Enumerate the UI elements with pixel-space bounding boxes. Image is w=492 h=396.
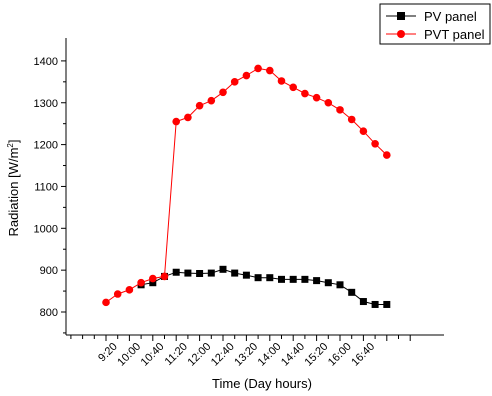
data-point-pv-panel xyxy=(219,265,227,273)
data-point-pv-panel xyxy=(359,298,367,306)
data-point-pvt-panel xyxy=(289,83,298,92)
data-point-pvt-panel xyxy=(207,96,216,105)
y-axis-title-sup: 2 xyxy=(6,143,15,148)
data-point-pvt-panel xyxy=(277,77,286,85)
data-point-pv-panel xyxy=(254,274,262,282)
data-point-pv-panel xyxy=(348,288,356,296)
y-axis-title-end: ] xyxy=(6,140,21,144)
data-point-pvt-panel xyxy=(312,93,321,102)
data-point-pv-panel xyxy=(184,269,192,277)
data-point-pvt-panel xyxy=(383,151,391,159)
x-tick-label: 12:40 xyxy=(209,341,237,369)
plot-frame xyxy=(65,38,444,336)
data-point-pvt-panel xyxy=(371,139,379,148)
legend-item-pvt: PVT panel xyxy=(386,27,485,42)
legend-pvt-label: PVT panel xyxy=(424,27,485,42)
data-point-pvt-panel xyxy=(266,66,274,75)
data-point-pv-panel xyxy=(383,300,391,308)
data-point-pvt-panel xyxy=(301,89,309,98)
data-point-pvt-panel xyxy=(347,115,356,124)
legend-pv-marker xyxy=(397,12,405,20)
series-layer xyxy=(102,64,391,308)
x-tick-label: 14:40 xyxy=(279,341,307,369)
y-tick-label: 1100 xyxy=(34,181,58,193)
data-point-pvt-panel xyxy=(242,71,251,80)
x-axis-title: Time (Day hours) xyxy=(212,376,312,391)
y-tick-label: 800 xyxy=(40,307,58,319)
x-tick-label: 16:00 xyxy=(326,341,354,369)
data-point-pvt-panel xyxy=(137,278,145,287)
data-point-pvt-panel xyxy=(324,98,333,107)
y-tick-label: 1400 xyxy=(34,56,58,68)
x-tick-label: 14:00 xyxy=(256,341,284,369)
data-point-pvt-panel xyxy=(254,64,262,73)
legend-pvt-marker xyxy=(397,30,405,38)
data-point-pv-panel xyxy=(371,300,379,308)
data-point-pv-panel xyxy=(301,275,309,283)
data-point-pv-panel xyxy=(313,277,321,285)
y-tick-label: 1000 xyxy=(34,223,58,235)
data-point-pvt-panel xyxy=(336,106,344,114)
data-point-pv-panel xyxy=(266,274,274,282)
data-point-pvt-panel xyxy=(195,101,204,110)
x-tick-label: 16:40 xyxy=(349,341,377,369)
series-line-pv-panel xyxy=(141,268,387,305)
y-tick-label: 1300 xyxy=(34,98,58,110)
data-point-pv-panel xyxy=(278,275,285,283)
data-point-pv-panel xyxy=(207,269,215,277)
data-point-pv-panel xyxy=(196,269,204,277)
data-point-pvt-panel xyxy=(125,286,134,294)
data-point-pvt-panel xyxy=(184,113,192,122)
legend: PV panel PVT panel xyxy=(379,3,491,45)
data-point-pv-panel xyxy=(172,268,180,276)
y-tick-label: 900 xyxy=(40,265,58,277)
data-point-pvt-panel xyxy=(160,272,169,281)
data-point-pv-panel xyxy=(242,271,250,279)
legend-box xyxy=(379,3,491,45)
data-point-pvt-panel xyxy=(359,127,368,136)
x-axis-ticks: 9:2010:0010:4011:2012:0012:4013:2014:001… xyxy=(70,335,411,369)
y-axis-ticks: 800 900 1000 1100 1200 1300 1400 xyxy=(34,56,66,334)
data-point-pv-panel xyxy=(149,279,157,287)
x-tick-label: 10:00 xyxy=(115,341,143,369)
data-point-pv-panel xyxy=(336,281,344,289)
data-point-pv-panel xyxy=(324,279,332,287)
x-tick-label: 13:20 xyxy=(232,341,260,369)
y-tick-label: 1200 xyxy=(34,140,58,152)
data-point-pvt-panel xyxy=(113,290,122,298)
series-line-pvt-panel xyxy=(105,67,388,303)
data-point-pvt-panel xyxy=(172,117,180,126)
x-tick-label: 15:20 xyxy=(302,341,330,369)
y-axis-title-main: Radiation [W/m xyxy=(6,148,21,237)
y-axis-title: Radiation [W/m2] xyxy=(6,140,21,237)
data-point-pv-panel xyxy=(289,275,297,283)
data-point-pvt-panel xyxy=(102,298,110,307)
legend-item-pv: PV panel xyxy=(386,9,477,24)
data-point-pvt-panel xyxy=(230,78,239,86)
x-tick-label: 11:20 xyxy=(163,341,190,368)
x-tick-label: 10:40 xyxy=(139,341,167,369)
data-point-pvt-panel xyxy=(219,88,227,97)
data-point-pvt-panel xyxy=(149,274,157,283)
data-point-pv-panel xyxy=(231,269,239,277)
x-tick-label: 12:00 xyxy=(185,341,213,369)
legend-pv-label: PV panel xyxy=(424,9,477,24)
